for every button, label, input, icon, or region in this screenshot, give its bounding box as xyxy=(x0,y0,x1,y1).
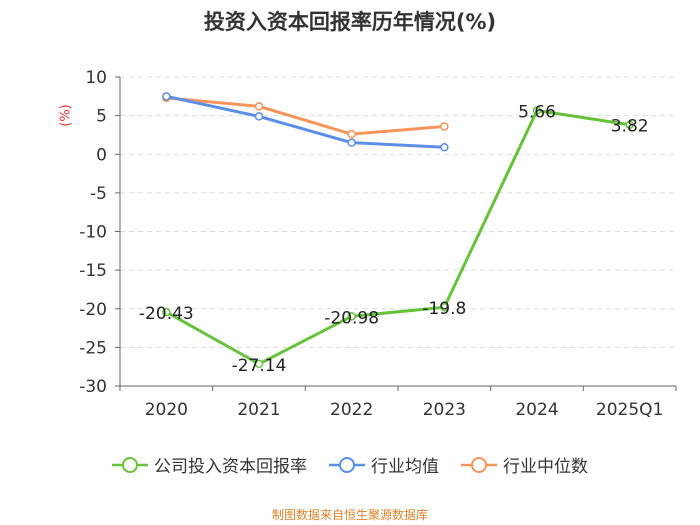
series-point-2 xyxy=(254,102,264,111)
x-tick-label: 2023 xyxy=(423,400,466,420)
x-tick-label: 2022 xyxy=(330,400,373,420)
x-tick-label: 2025Q1 xyxy=(596,400,663,420)
y-tick-label: -5 xyxy=(90,184,107,204)
legend-label: 公司投入资本回报率 xyxy=(154,457,307,477)
legend-item-0[interactable]: 公司投入资本回报率 xyxy=(112,452,307,477)
legend-label: 行业均值 xyxy=(371,457,439,477)
y-tick-label: 5 xyxy=(96,107,107,127)
y-tick-label: -15 xyxy=(79,261,107,281)
legend-swatch-icon xyxy=(461,456,497,473)
chart-legend: 公司投入资本回报率 行业均值 行业中位数 xyxy=(0,452,700,477)
legend-item-2[interactable]: 行业中位数 xyxy=(461,452,588,477)
series-point-1 xyxy=(254,112,264,121)
x-tick-label: 2021 xyxy=(237,400,280,420)
data-label: -20.43 xyxy=(139,304,194,324)
y-tick-label: -25 xyxy=(79,338,107,358)
y-tick-label: -20 xyxy=(79,300,107,320)
series-point-0 xyxy=(162,307,171,317)
series-point-1 xyxy=(162,92,171,101)
series-point-0 xyxy=(532,106,542,115)
data-label: -20.98 xyxy=(324,308,379,328)
legend-item-1[interactable]: 行业均值 xyxy=(329,452,439,477)
data-label: 3.82 xyxy=(611,117,649,137)
series-line-2 xyxy=(166,96,445,136)
legend-swatch-icon xyxy=(329,456,365,473)
legend-label: 行业中位数 xyxy=(503,457,588,477)
y-tick-label: -30 xyxy=(79,377,107,397)
series-line-0 xyxy=(165,109,630,366)
series-point-0 xyxy=(625,120,634,129)
series-point-1 xyxy=(347,138,356,147)
series-line-1 xyxy=(166,94,445,149)
series-point-0 xyxy=(347,312,356,321)
y-tick-label: 0 xyxy=(96,145,107,165)
data-source-footer: 制图数据来自恒生聚源数据库 xyxy=(271,508,428,522)
data-label: -27.14 xyxy=(232,356,287,376)
series-point-0 xyxy=(440,302,449,312)
series-point-1 xyxy=(440,143,449,152)
series-point-0 xyxy=(254,359,264,369)
data-label: -19.8 xyxy=(422,299,466,319)
y-tick-label: 10 xyxy=(85,68,107,88)
series-point-2 xyxy=(440,122,449,131)
series-point-2 xyxy=(347,129,356,139)
y-tick-label: -10 xyxy=(79,223,107,243)
legend-swatch-icon xyxy=(112,456,148,473)
x-tick-label: 2024 xyxy=(515,400,558,420)
x-tick-label: 2020 xyxy=(145,400,188,420)
chart-title: 投资入资本回报率历年情况(%) xyxy=(203,10,497,34)
data-label: 5.66 xyxy=(518,103,556,123)
